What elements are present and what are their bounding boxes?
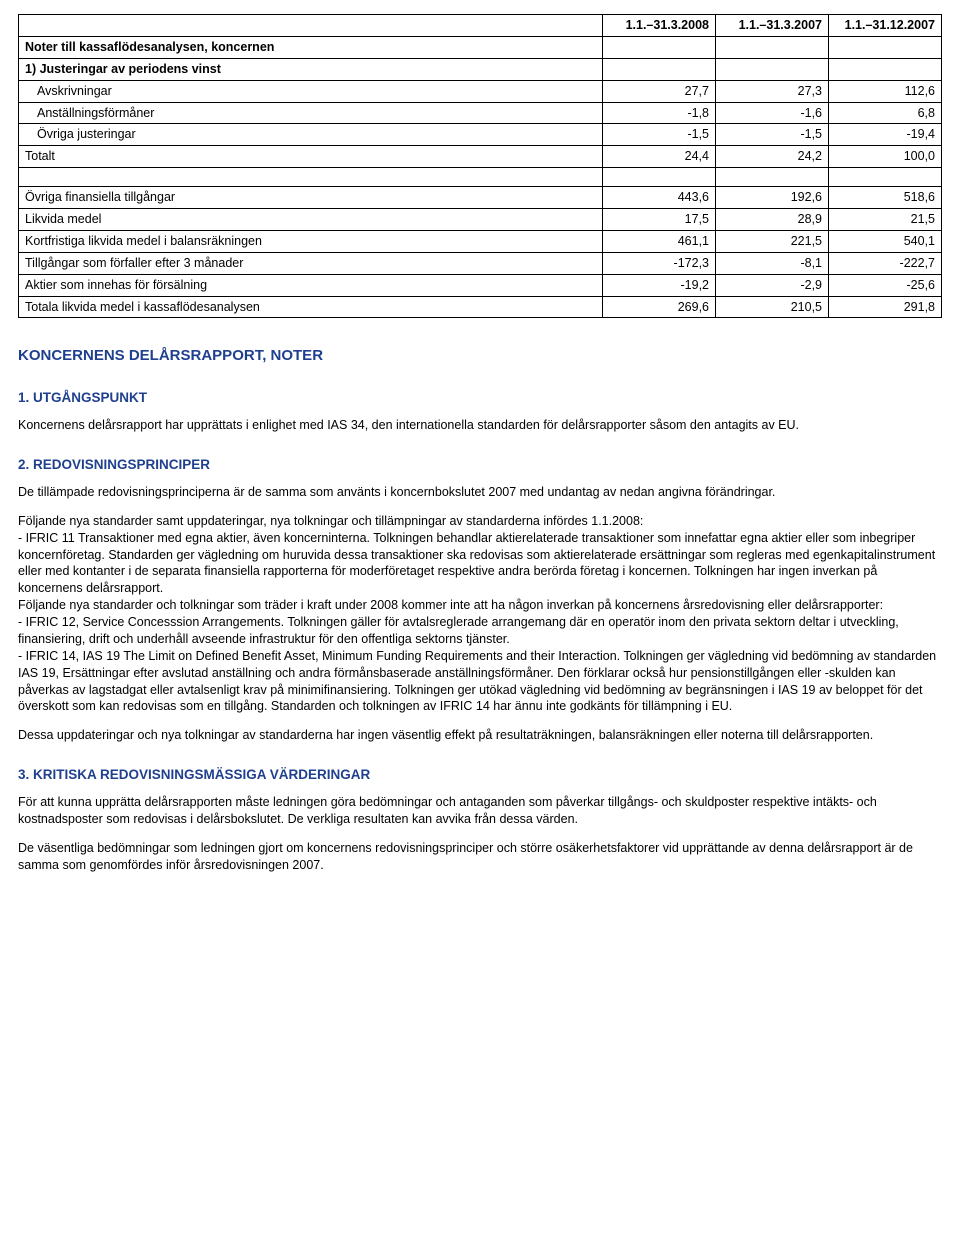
row-value: 27,3 — [716, 80, 829, 102]
row-label: Tillgångar som förfaller efter 3 månader — [19, 252, 603, 274]
row-value: -1,5 — [716, 124, 829, 146]
row-label: Totalt — [19, 146, 603, 168]
row-label: Kortfristiga likvida medel i balansräkni… — [19, 230, 603, 252]
row-value — [716, 36, 829, 58]
spacer-cell — [603, 168, 716, 187]
row-label: Övriga justeringar — [19, 124, 603, 146]
row-value: -172,3 — [603, 252, 716, 274]
table-header-empty — [19, 15, 603, 37]
row-value: 24,2 — [716, 146, 829, 168]
row-value: 269,6 — [603, 296, 716, 318]
row-value — [829, 58, 942, 80]
row-value: 27,7 — [603, 80, 716, 102]
row-value: 6,8 — [829, 102, 942, 124]
table-row: Noter till kassaflödesanalysen, koncerne… — [19, 36, 942, 58]
row-value: 221,5 — [716, 230, 829, 252]
row-value: 24,4 — [603, 146, 716, 168]
table-row: Aktier som innehas för försälning-19,2-2… — [19, 274, 942, 296]
section-3-heading: 3. KRITISKA REDOVISNINGSMÄSSIGA VÄRDERIN… — [18, 766, 942, 784]
row-value: -8,1 — [716, 252, 829, 274]
cashflow-notes-table: 1.1.–31.3.2008 1.1.–31.3.2007 1.1.–31.12… — [18, 14, 942, 318]
row-value — [716, 58, 829, 80]
table-row: Tillgångar som förfaller efter 3 månader… — [19, 252, 942, 274]
row-value — [603, 58, 716, 80]
section-2-para-3: Dessa uppdateringar och nya tolkningar a… — [18, 727, 942, 744]
row-label: Likvida medel — [19, 209, 603, 231]
section-3-para-2: De väsentliga bedömningar som ledningen … — [18, 840, 942, 874]
row-value: 518,6 — [829, 187, 942, 209]
row-value: 100,0 — [829, 146, 942, 168]
spacer-cell — [716, 168, 829, 187]
table-header-col1: 1.1.–31.3.2008 — [603, 15, 716, 37]
section-1-heading: 1. UTGÅNGSPUNKT — [18, 389, 942, 407]
table-row: Totalt24,424,2100,0 — [19, 146, 942, 168]
row-value — [603, 36, 716, 58]
table-row — [19, 168, 942, 187]
main-heading: KONCERNENS DELÅRSRAPPORT, NOTER — [18, 346, 942, 366]
table-row: 1) Justeringar av periodens vinst — [19, 58, 942, 80]
spacer-cell — [19, 168, 603, 187]
table-row: Likvida medel17,528,921,5 — [19, 209, 942, 231]
table-row: Övriga justeringar-1,5-1,5-19,4 — [19, 124, 942, 146]
row-value: 192,6 — [716, 187, 829, 209]
row-value: 21,5 — [829, 209, 942, 231]
row-value: -25,6 — [829, 274, 942, 296]
table-header-col2: 1.1.–31.3.2007 — [716, 15, 829, 37]
row-value: -19,2 — [603, 274, 716, 296]
row-value: 540,1 — [829, 230, 942, 252]
table-row: Totala likvida medel i kassaflödesanalys… — [19, 296, 942, 318]
row-value: 210,5 — [716, 296, 829, 318]
section-2-heading: 2. REDOVISNINGSPRINCIPER — [18, 456, 942, 474]
row-label: Avskrivningar — [19, 80, 603, 102]
row-label: Övriga finansiella tillgångar — [19, 187, 603, 209]
section-1-para: Koncernens delårsrapport har upprättats … — [18, 417, 942, 434]
row-value: 28,9 — [716, 209, 829, 231]
section-2-para-2: Följande nya standarder samt uppdatering… — [18, 513, 942, 716]
section-3-para-1: För att kunna upprätta delårsrapporten m… — [18, 794, 942, 828]
table-header-col3: 1.1.–31.12.2007 — [829, 15, 942, 37]
row-value: 443,6 — [603, 187, 716, 209]
row-value: 17,5 — [603, 209, 716, 231]
row-value: -19,4 — [829, 124, 942, 146]
row-label: 1) Justeringar av periodens vinst — [19, 58, 603, 80]
row-value: -1,8 — [603, 102, 716, 124]
row-value: 291,8 — [829, 296, 942, 318]
table-row: Kortfristiga likvida medel i balansräkni… — [19, 230, 942, 252]
row-value: 112,6 — [829, 80, 942, 102]
row-label: Totala likvida medel i kassaflödesanalys… — [19, 296, 603, 318]
spacer-cell — [829, 168, 942, 187]
row-label: Anställningsförmåner — [19, 102, 603, 124]
table-row: Avskrivningar27,727,3112,6 — [19, 80, 942, 102]
row-value: -222,7 — [829, 252, 942, 274]
row-label: Aktier som innehas för försälning — [19, 274, 603, 296]
row-value — [829, 36, 942, 58]
section-2-para-1: De tillämpade redovisningsprinciperna är… — [18, 484, 942, 501]
row-value: -2,9 — [716, 274, 829, 296]
row-value: -1,5 — [603, 124, 716, 146]
table-row: Övriga finansiella tillgångar443,6192,65… — [19, 187, 942, 209]
table-row: Anställningsförmåner-1,8-1,66,8 — [19, 102, 942, 124]
row-label: Noter till kassaflödesanalysen, koncerne… — [19, 36, 603, 58]
row-value: 461,1 — [603, 230, 716, 252]
row-value: -1,6 — [716, 102, 829, 124]
